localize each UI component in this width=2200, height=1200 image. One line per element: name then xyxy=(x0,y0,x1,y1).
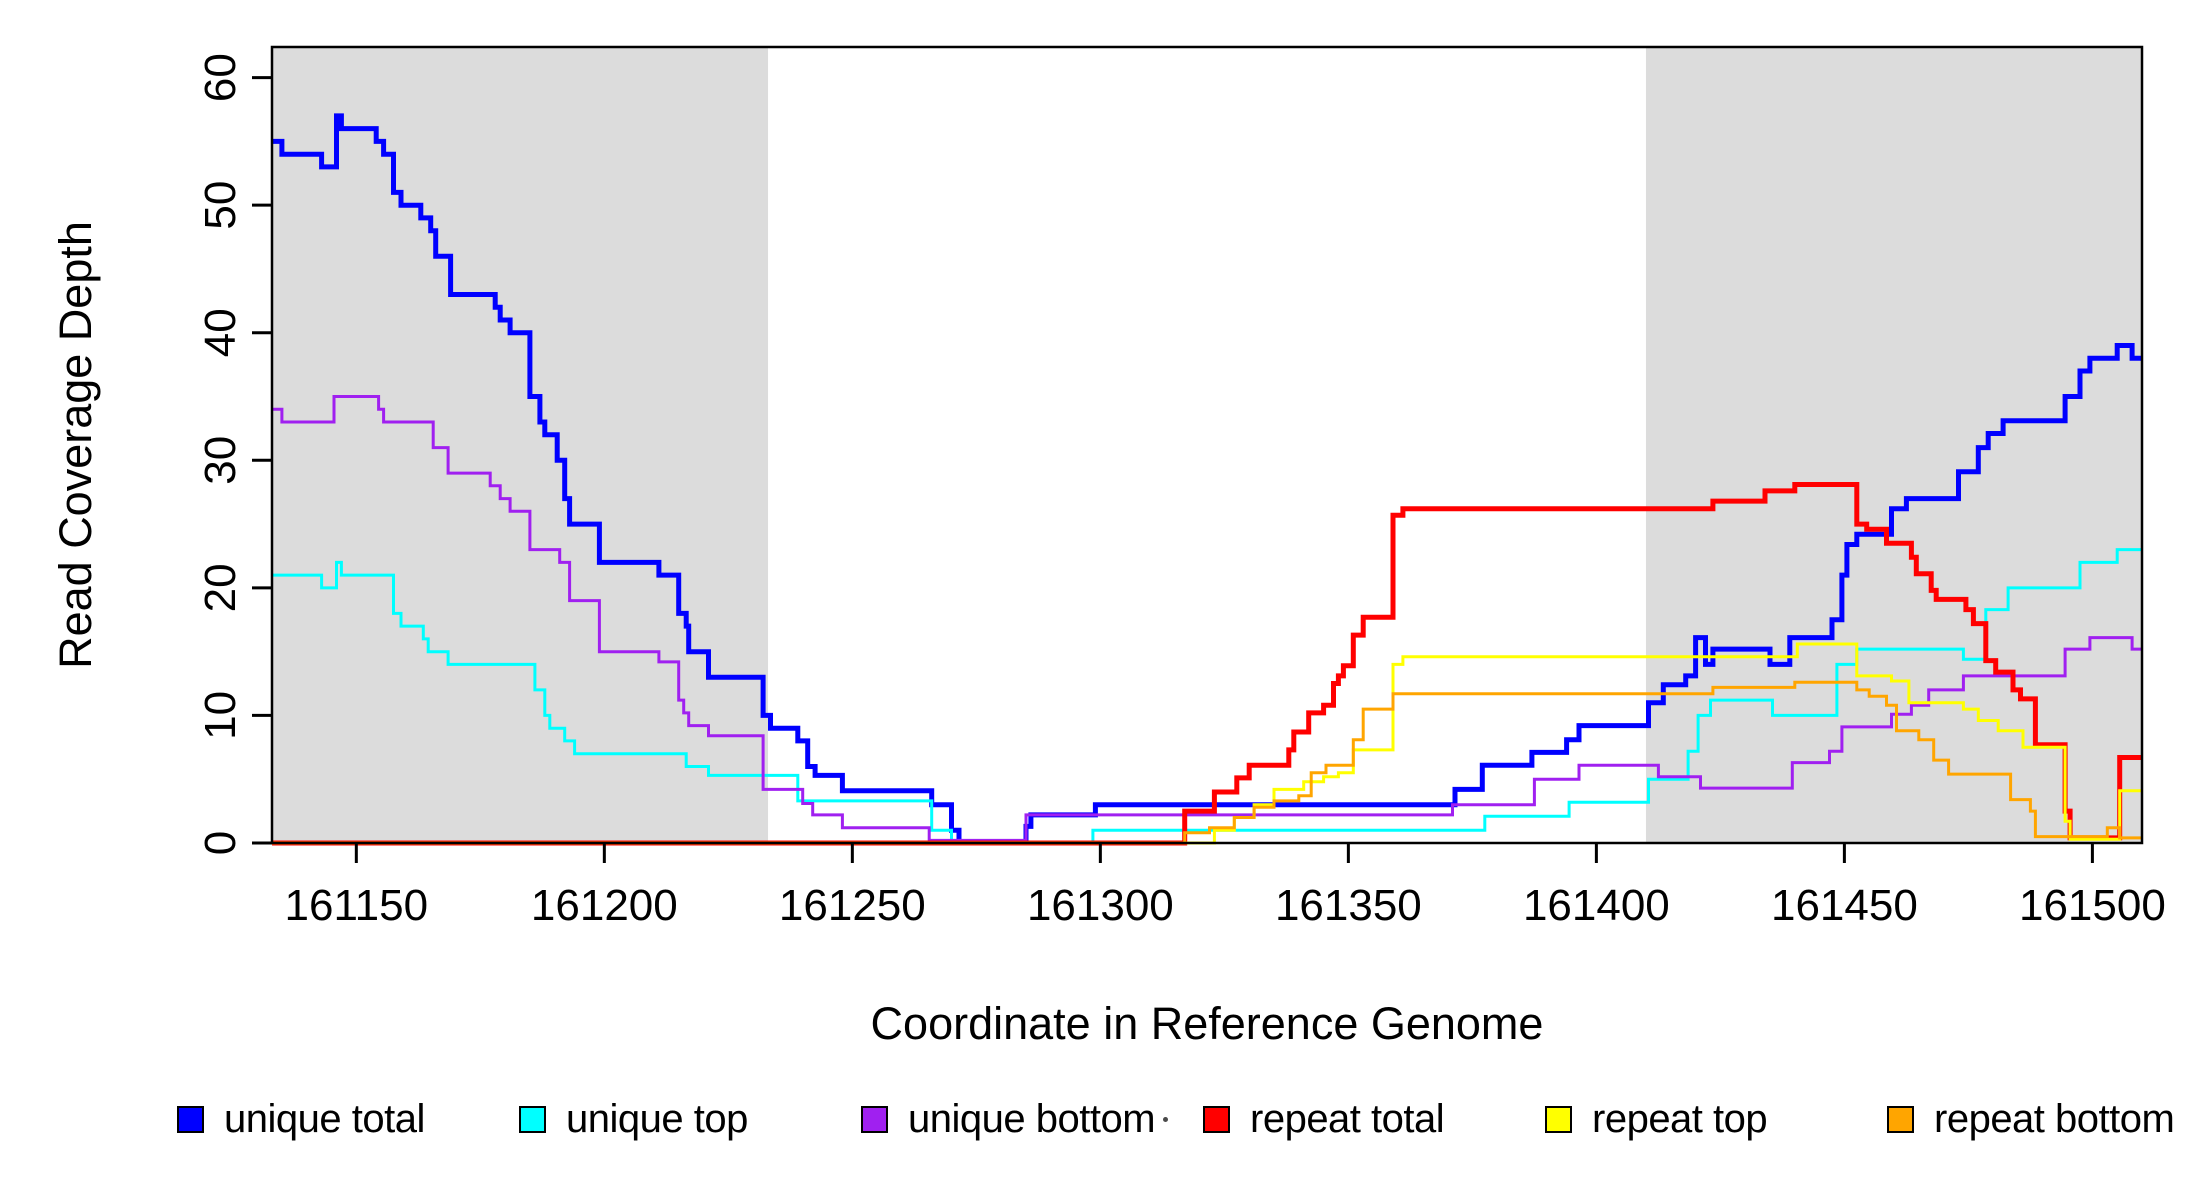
y-tick-label: 0 xyxy=(196,831,245,855)
y-axis-title: Read Coverage Depth xyxy=(50,221,101,669)
x-tick-label: 161400 xyxy=(1523,881,1670,930)
shaded-region-1 xyxy=(1645,47,2142,843)
stray-dot xyxy=(1163,1117,1168,1122)
x-tick-label: 161150 xyxy=(285,881,429,930)
x-tick-label: 161500 xyxy=(2019,881,2166,930)
y-tick-label: 50 xyxy=(196,181,245,230)
x-tick-label: 161300 xyxy=(1027,881,1174,930)
y-tick-label: 20 xyxy=(196,563,245,612)
x-tick-label: 161250 xyxy=(779,881,926,930)
shaded-region-0 xyxy=(272,47,769,843)
y-tick-label: 40 xyxy=(196,308,245,357)
y-tick-label: 60 xyxy=(196,53,245,102)
x-axis-title: Coordinate in Reference Genome xyxy=(870,998,1544,1049)
series-line-unique-total xyxy=(272,113,2142,846)
x-tick-label: 161450 xyxy=(1771,881,1918,930)
series-line-repeat-total xyxy=(272,482,2142,846)
plot-border xyxy=(270,45,2144,845)
y-tick-label: 30 xyxy=(196,436,245,485)
series-line-unique-bottom xyxy=(272,395,2142,842)
x-tick-label: 161350 xyxy=(1275,881,1422,930)
y-tick-label: 10 xyxy=(196,691,245,740)
x-tick-label: 161200 xyxy=(531,881,678,930)
series-line-repeat-bottom xyxy=(272,680,2142,845)
